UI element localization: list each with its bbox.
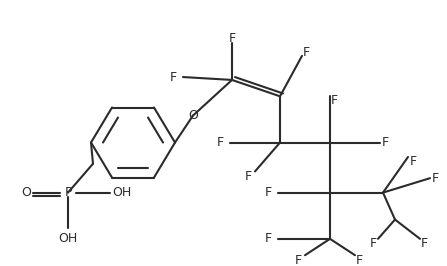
Text: F: F (410, 155, 417, 168)
Text: F: F (421, 238, 428, 251)
Text: OH: OH (59, 232, 78, 245)
Text: F: F (169, 70, 177, 84)
Text: F: F (295, 254, 302, 266)
Text: F: F (228, 32, 236, 45)
Text: F: F (303, 45, 310, 59)
Text: F: F (356, 254, 363, 266)
Text: F: F (382, 136, 389, 149)
Text: OH: OH (112, 186, 131, 199)
Text: F: F (265, 186, 272, 199)
Text: F: F (432, 172, 439, 185)
Text: O: O (21, 186, 31, 199)
Text: P: P (64, 186, 72, 199)
Text: F: F (331, 94, 338, 107)
Text: O: O (188, 109, 198, 122)
Text: F: F (265, 232, 272, 245)
Text: F: F (217, 136, 224, 149)
Text: F: F (370, 238, 377, 251)
Text: F: F (245, 170, 252, 183)
